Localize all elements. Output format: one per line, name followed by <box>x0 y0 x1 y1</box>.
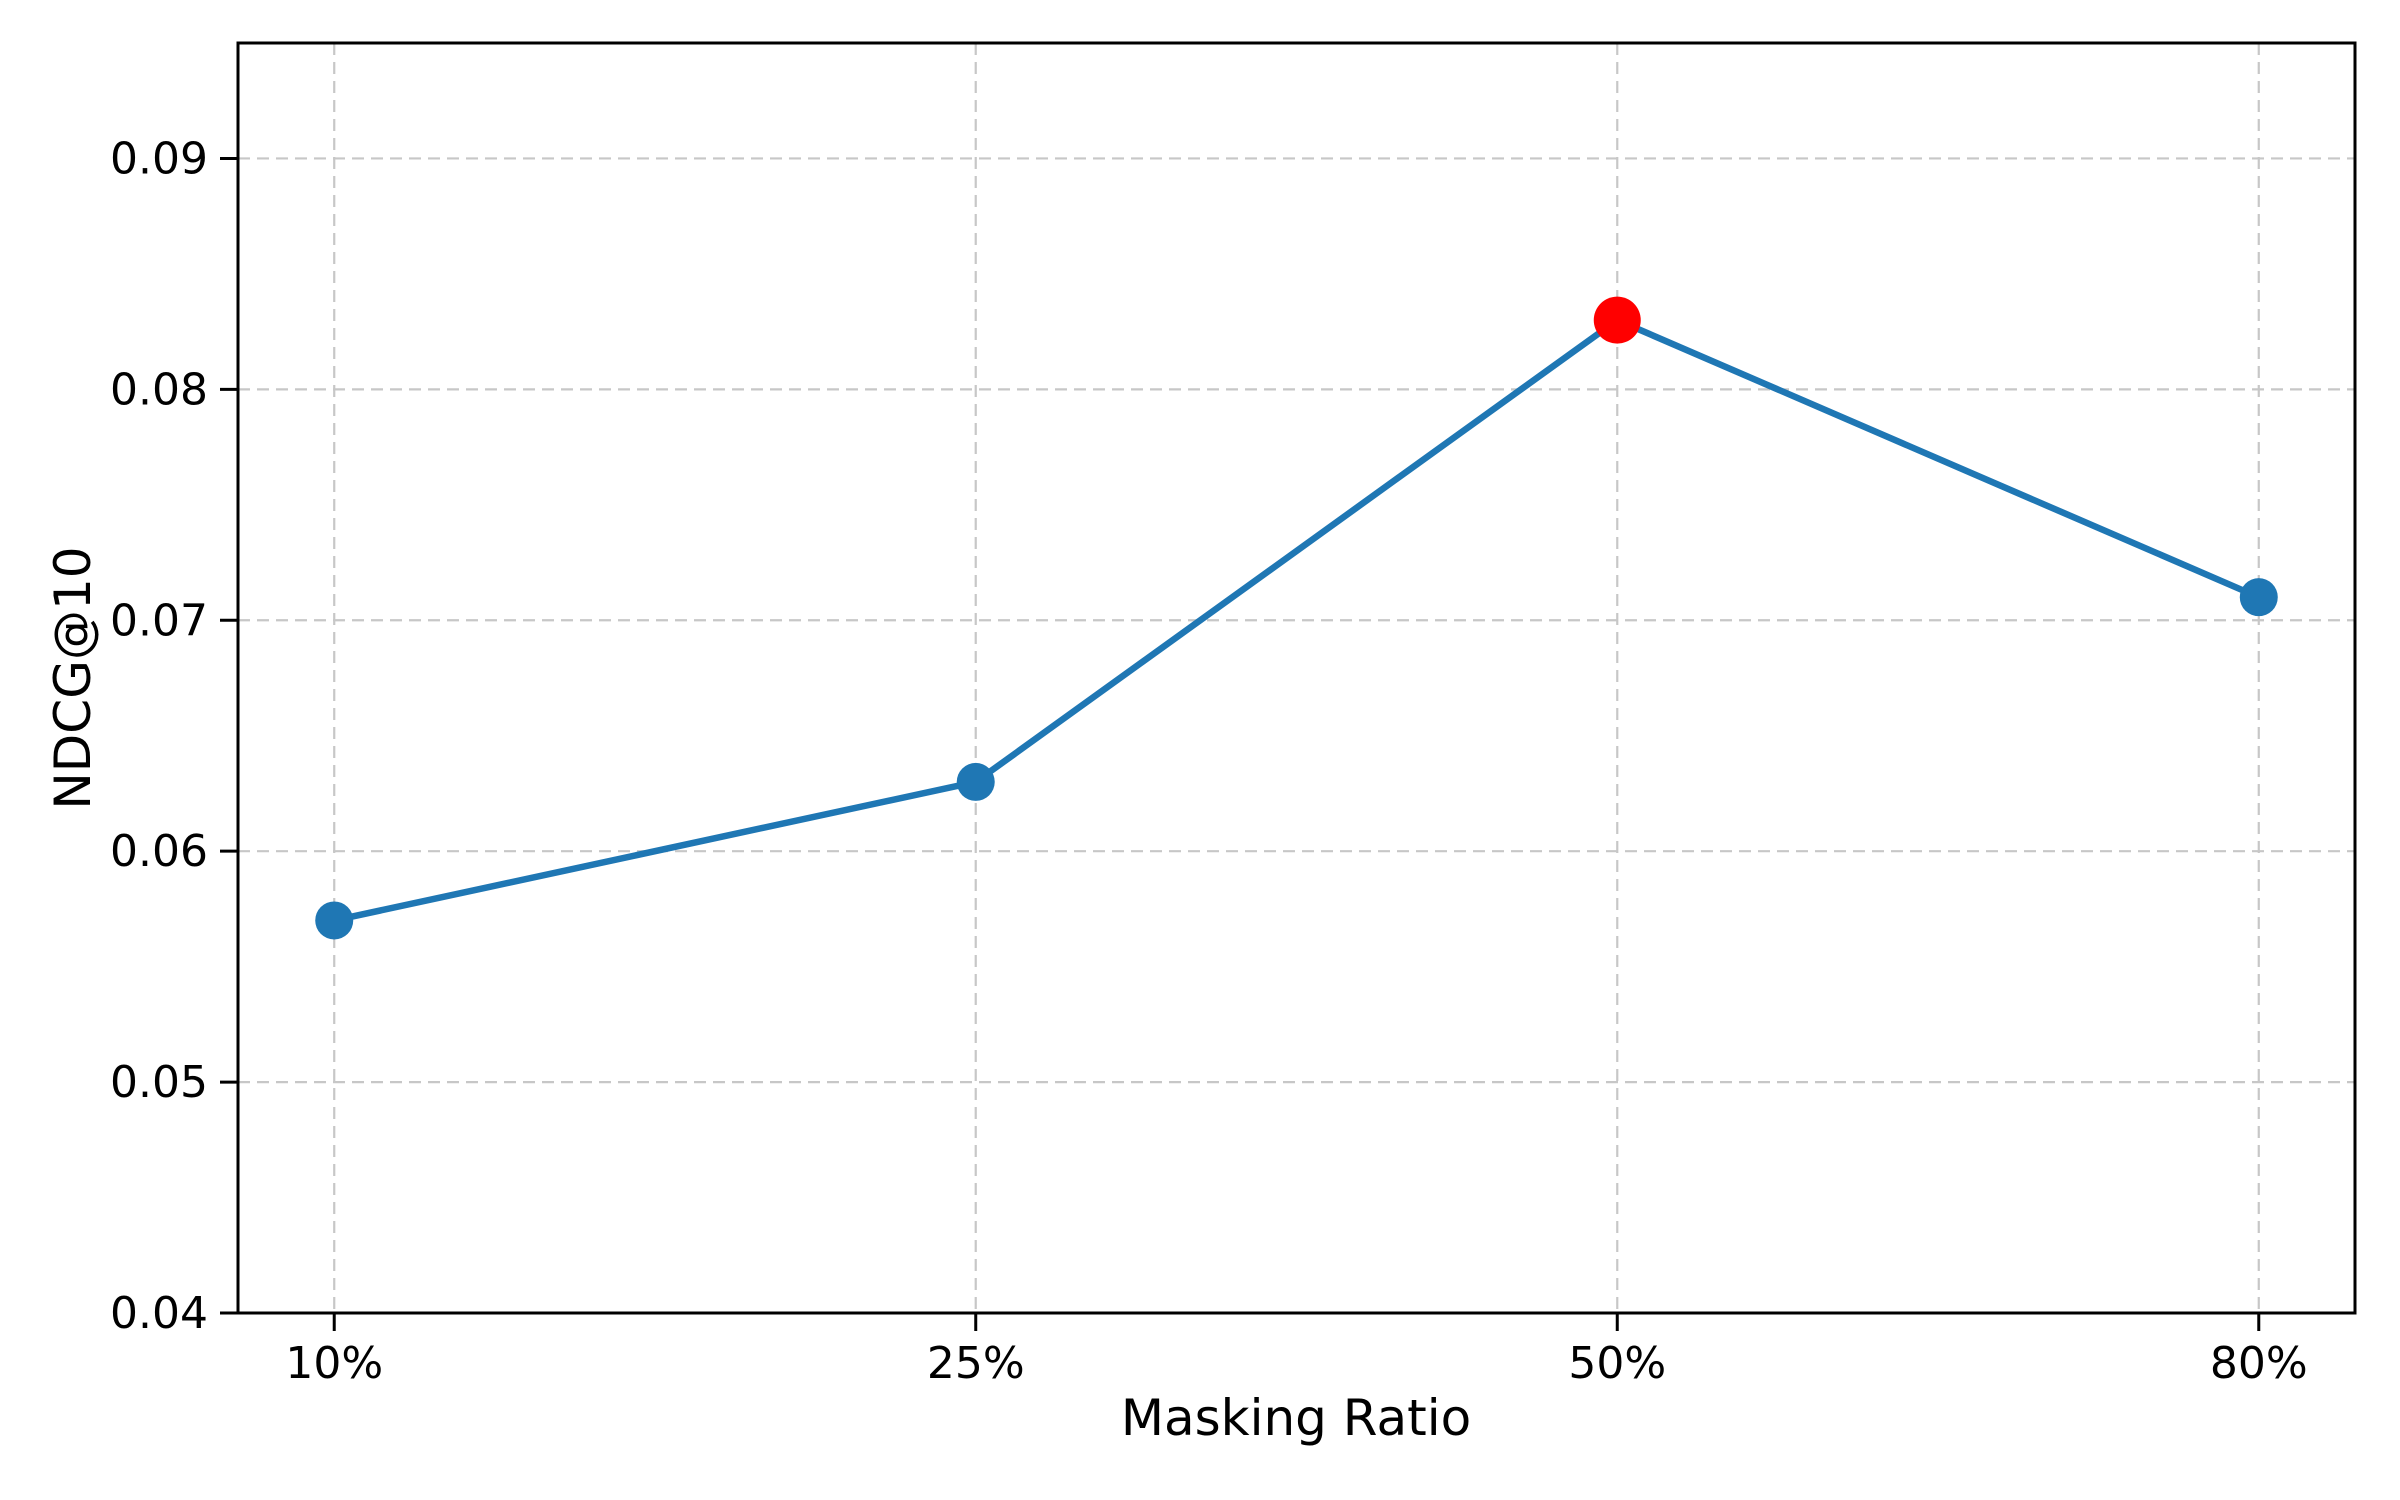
y-tick-label: 0.08 <box>110 364 208 415</box>
y-tick-label: 0.06 <box>110 826 208 877</box>
x-tick-label: 80% <box>2210 1338 2308 1389</box>
y-tick-label: 0.04 <box>110 1288 208 1339</box>
series-line <box>333 316 2261 924</box>
y-axis-label: NDCG@10 <box>44 546 102 809</box>
data-point-10% <box>315 901 354 940</box>
series-layer <box>315 296 2278 940</box>
tick-layer: 0.04 0.05 0.06 0.07 0.08 0.09 10% 25% 50% 80% <box>110 133 2308 1389</box>
x-tick-label: 10% <box>285 1338 383 1389</box>
data-point-highlight-50% <box>1593 296 1641 344</box>
data-point-80% <box>2239 578 2278 617</box>
plot-border <box>236 41 2357 1315</box>
x-tick-label: 25% <box>927 1338 1025 1389</box>
data-point-25% <box>956 762 995 801</box>
grid-layer <box>238 43 2355 1315</box>
y-tick-label: 0.07 <box>110 595 208 646</box>
y-tick-label: 0.05 <box>110 1057 208 1108</box>
x-axis-label: Masking Ratio <box>1121 1389 1471 1447</box>
x-tick-label: 50% <box>1568 1338 1666 1389</box>
y-tick-label: 0.09 <box>110 133 208 184</box>
